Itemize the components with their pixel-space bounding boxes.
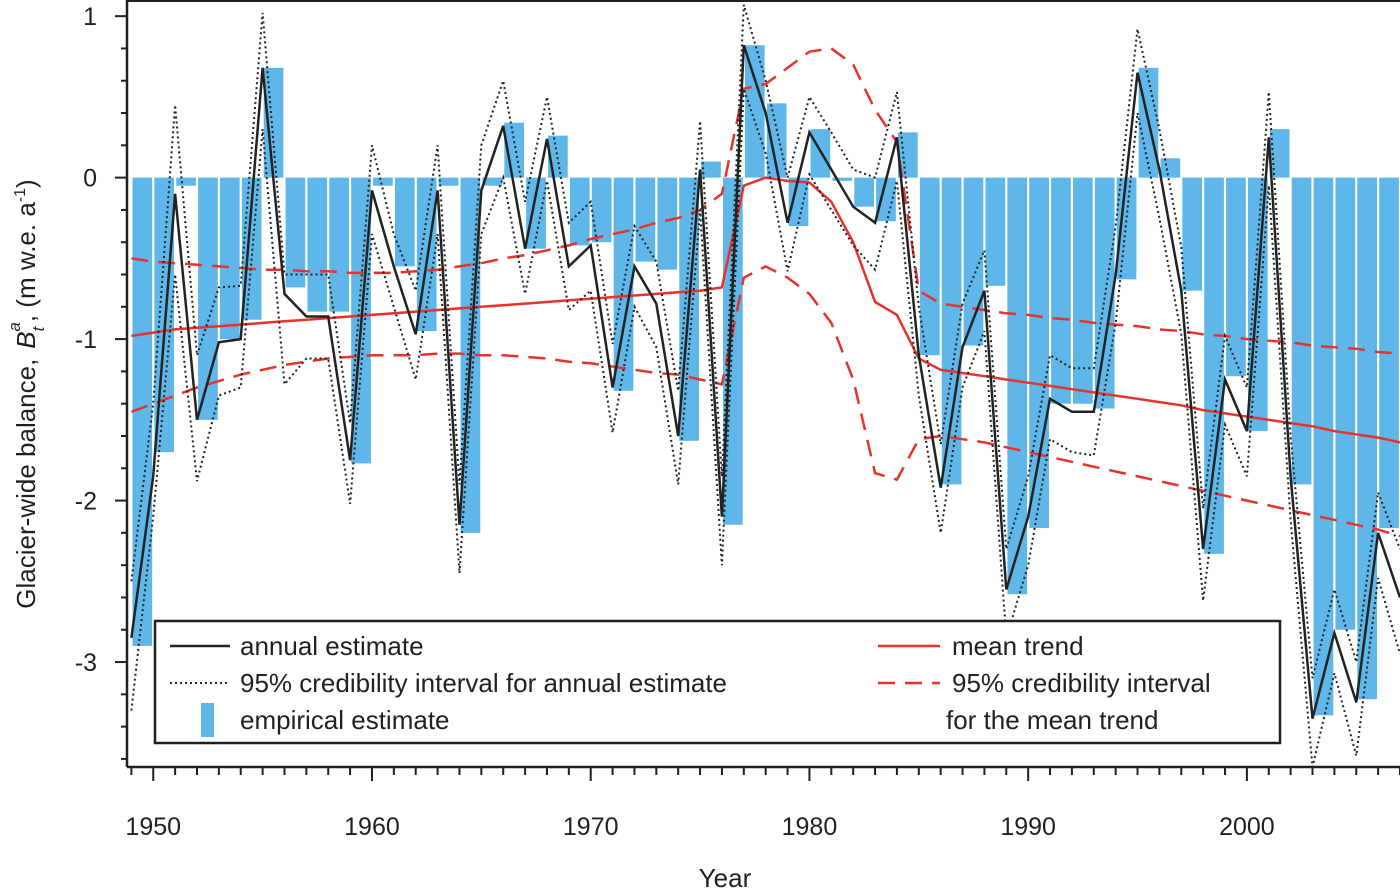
bar-1957 bbox=[307, 177, 328, 312]
legend: annual estimate 95% credibility interval… bbox=[153, 619, 1282, 745]
annual-estimate-line bbox=[130, 44, 1400, 719]
x-tick-label-1950: 1950 bbox=[125, 813, 181, 841]
x-tick-label-2000: 2000 bbox=[1219, 813, 1275, 841]
annual-upper-interval-line bbox=[130, 4, 1400, 679]
bar-1991 bbox=[1051, 177, 1071, 404]
y-axis-title-main: Glacier-wide balance, bbox=[11, 359, 41, 609]
bar-1955 bbox=[263, 67, 284, 178]
bar-1983 bbox=[876, 177, 896, 222]
legend-label-mean-trend-interval: 95% credibility interval bbox=[952, 668, 1211, 698]
y-axis-title-units-sup: -1 bbox=[12, 188, 29, 202]
bar-1978 bbox=[766, 103, 787, 178]
bar-1951 bbox=[176, 177, 196, 186]
x-tick-label-1960: 1960 bbox=[344, 813, 400, 841]
bar-1981 bbox=[832, 177, 853, 181]
bar-1960 bbox=[373, 177, 393, 186]
y-axis-title-symbol: B bbox=[11, 331, 41, 348]
bar-1961 bbox=[394, 177, 415, 267]
bar-2005 bbox=[1357, 177, 1378, 700]
x-tick-label-1990: 1990 bbox=[1000, 813, 1056, 841]
bar-2003 bbox=[1313, 177, 1334, 716]
bar-1977 bbox=[744, 45, 765, 178]
bar-1963 bbox=[438, 177, 459, 186]
legend-label-mean-trend-interval-line2: for the mean trend bbox=[946, 705, 1158, 735]
x-axis-title: Year bbox=[699, 863, 752, 891]
bar-1975 bbox=[701, 161, 721, 178]
legend-label-annual-estimate: annual estimate bbox=[240, 631, 424, 661]
bar-1992 bbox=[1073, 177, 1093, 404]
y-axis-title-subscript: t bbox=[29, 325, 48, 331]
y-axis-title: Glacier-wide balance, Bta, (m w.e. a-1) bbox=[5, 179, 48, 608]
bar-1994 bbox=[1116, 177, 1137, 280]
x-tick-label-1970: 1970 bbox=[563, 813, 619, 841]
x-tick-label-1980: 1980 bbox=[782, 813, 838, 841]
bar-1956 bbox=[285, 177, 306, 288]
bar-1999 bbox=[1226, 177, 1246, 377]
legend-swatch-empirical-estimate bbox=[201, 703, 214, 737]
bar-1984 bbox=[898, 132, 918, 178]
bar-1988 bbox=[985, 177, 1006, 286]
bar-1949 bbox=[132, 177, 153, 646]
legend-label-annual-interval: 95% credibility interval for annual esti… bbox=[240, 668, 727, 698]
bar-1967 bbox=[526, 177, 546, 249]
y-tick-label-1: 1 bbox=[83, 3, 97, 31]
axis-ticks: 1950 1960 1970 1980 1990 2000 1 0 -1 -2 -3 bbox=[75, 3, 1400, 841]
bar-2001 bbox=[1269, 129, 1290, 178]
y-axis-title-superscript: a bbox=[5, 322, 24, 331]
y-tick-label--1: -1 bbox=[75, 326, 97, 354]
legend-label-mean-trend: mean trend bbox=[952, 631, 1084, 661]
bar-1965 bbox=[482, 177, 503, 186]
bar-1997 bbox=[1182, 177, 1203, 291]
annual-lower-interval-line bbox=[130, 88, 1400, 767]
bar-1972 bbox=[635, 177, 656, 262]
mean-trend-lower-interval-line bbox=[130, 264, 1400, 538]
y-axis-title-units: , (m w.e. a bbox=[11, 202, 41, 322]
bar-1970 bbox=[591, 177, 612, 243]
bar-1973 bbox=[657, 177, 678, 270]
legend-box bbox=[153, 619, 1282, 745]
bar-1996 bbox=[1160, 158, 1181, 178]
bar-1982 bbox=[854, 177, 874, 207]
bar-2002 bbox=[1291, 177, 1312, 485]
y-tick-label--3: -3 bbox=[75, 649, 97, 677]
bar-1985 bbox=[919, 177, 940, 356]
y-tick-label--2: -2 bbox=[75, 488, 97, 516]
y-axis-title-units-close: ) bbox=[11, 179, 41, 188]
bar-1958 bbox=[329, 177, 350, 312]
bar-1979 bbox=[788, 177, 809, 227]
mean-trend-line bbox=[131, 176, 1400, 444]
bar-1969 bbox=[569, 177, 590, 246]
series-lines bbox=[130, 4, 1400, 767]
bar-1990 bbox=[1029, 177, 1049, 529]
bar-1989 bbox=[1007, 177, 1028, 595]
bar-1953 bbox=[219, 177, 240, 340]
y-tick-label-0: 0 bbox=[83, 165, 97, 193]
bar-2004 bbox=[1335, 177, 1356, 630]
legend-label-empirical-estimate: empirical estimate bbox=[240, 705, 450, 735]
bar-2000 bbox=[1247, 177, 1268, 432]
